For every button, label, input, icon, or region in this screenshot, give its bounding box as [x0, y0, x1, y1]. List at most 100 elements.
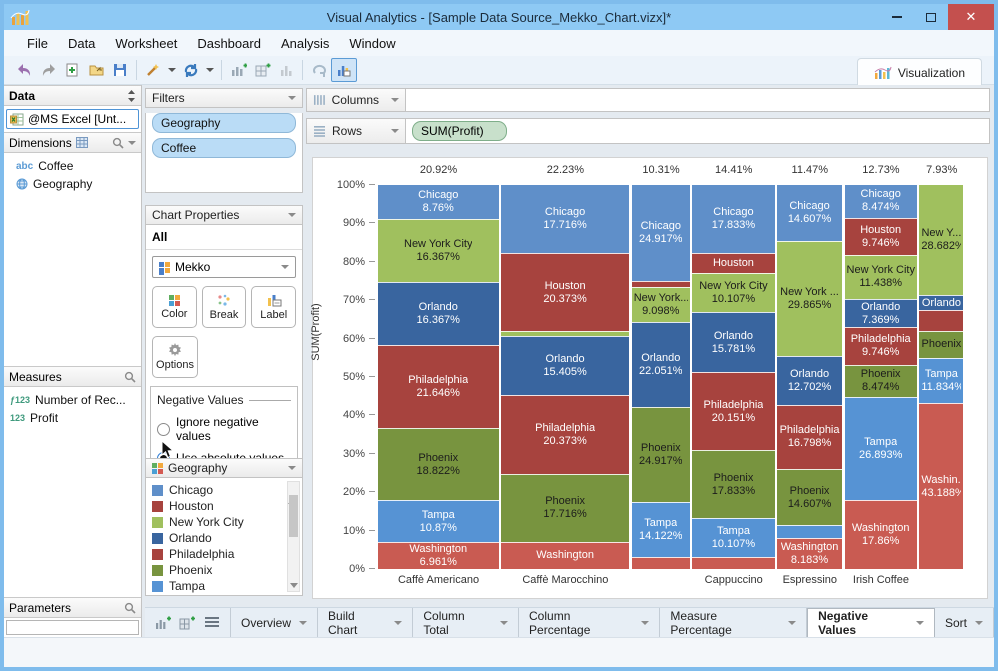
rows-pill-sum-profit[interactable]: SUM(Profit)	[412, 121, 507, 141]
legend-item-houston[interactable]: Houston	[152, 498, 284, 514]
mekko-segment-orlando[interactable]: Orlando 15.405%	[501, 336, 630, 396]
mekko-segment-chicago[interactable]: Chicago 8.76%	[378, 185, 499, 219]
mekko-segment-washington[interactable]: Washington	[501, 541, 630, 569]
mekko-segment-new-york-city[interactable]: New York ... 29.865%	[777, 241, 842, 356]
menu-file[interactable]: File	[27, 35, 48, 51]
collapse-icon[interactable]	[288, 213, 296, 217]
options-button[interactable]: Options	[152, 336, 198, 378]
visualization-tab[interactable]: Visualization	[856, 58, 982, 86]
columns-shelf-label[interactable]: Columns	[306, 88, 406, 112]
filter-pill-geography[interactable]: Geography	[152, 113, 296, 133]
mekko-segment-chicago[interactable]: Chicago 24.917%	[631, 185, 690, 281]
mekko-segment-washington[interactable]: Washington 8.183%	[777, 537, 842, 569]
search-icon[interactable]	[124, 371, 136, 383]
mekko-segment-orlando[interactable]: Orlando 12.702%	[777, 355, 842, 405]
radio-option-ignore-negative-values[interactable]: Ignore negative values	[157, 415, 291, 443]
mekko-segment-washington[interactable]: Washington 17.86%	[844, 500, 917, 569]
rotate-icon[interactable]	[308, 59, 330, 81]
chevron-down-icon[interactable]	[128, 140, 136, 145]
tab-column-percentage[interactable]: Column Percentage	[519, 608, 661, 637]
mekko-segment-phoenix[interactable]: Phoenix 17.716%	[501, 473, 630, 542]
mekko-segment-houston[interactable]	[631, 280, 690, 288]
menu-analysis[interactable]: Analysis	[280, 35, 330, 51]
table-icon[interactable]	[75, 137, 88, 148]
tab-column-total[interactable]: Column Total	[413, 608, 520, 637]
mekko-segment-tampa[interactable]: Tampa 10.107%	[692, 518, 775, 558]
mekko-segment-philadelphia[interactable]: Philadelphia 16.798%	[777, 404, 842, 470]
mekko-segment-tampa[interactable]: Tampa 11.834%	[919, 357, 964, 404]
mekko-segment-phoenix[interactable]: Phoenix	[919, 330, 964, 358]
legend-item-philadelphia[interactable]: Philadelphia	[152, 546, 284, 562]
mekko-segment-tampa[interactable]: Tampa 14.122%	[631, 502, 690, 557]
tab-measure-percentage[interactable]: Measure Percentage	[660, 608, 808, 637]
sort-arrows-icon[interactable]	[127, 89, 136, 102]
chevron-down-icon[interactable]	[975, 620, 983, 625]
mekko-segment-new-york-city[interactable]	[501, 331, 630, 337]
chart-properties-header[interactable]: Chart Properties	[145, 205, 303, 225]
mekko-segment-tampa[interactable]: Tampa 26.893%	[844, 397, 917, 501]
mekko-segment-philadelphia[interactable]: Philadelphia 20.373%	[501, 395, 630, 474]
new-worksheet-icon[interactable]	[155, 615, 171, 630]
maximize-button[interactable]	[914, 4, 948, 30]
measure-number-of-rec[interactable]: ƒ123 Number of Rec...	[8, 391, 137, 409]
legend-item-chicago[interactable]: Chicago	[152, 482, 284, 498]
filter-pill-coffee[interactable]: Coffee	[152, 138, 296, 158]
data-source-item[interactable]: @MS Excel [Unt...	[6, 109, 139, 129]
mekko-segment-washington[interactable]	[692, 557, 775, 569]
scrollbar-thumb[interactable]	[289, 495, 298, 537]
mekko-segment-philadelphia[interactable]	[919, 310, 964, 331]
dimension-coffee[interactable]: abc Coffee	[8, 157, 137, 175]
tab-negative-values[interactable]: Negative Values	[807, 608, 935, 637]
filters-header[interactable]: Filters	[145, 88, 303, 108]
mekko-segment-new-york-city[interactable]: New York... 9.098%	[631, 287, 690, 323]
undo-icon[interactable]	[13, 59, 35, 81]
mekko-chart-canvas[interactable]: SUM(Profit) 0% 10% 20% 30% 40% 50% 60% 70% 80% 90…	[310, 157, 988, 599]
mekko-segment-phoenix[interactable]: Phoenix 18.822%	[378, 427, 499, 501]
parameters-header[interactable]: Parameters	[4, 597, 141, 618]
mekko-segment-houston[interactable]: Houston 20.373%	[501, 253, 630, 332]
search-icon[interactable]	[112, 137, 124, 149]
minimize-button[interactable]	[880, 4, 914, 30]
mekko-segment-orlando[interactable]: Orlando 16.367%	[378, 281, 499, 345]
add-crosstab-icon[interactable]	[251, 59, 273, 81]
mekko-segment-phoenix[interactable]: Phoenix 17.833%	[692, 449, 775, 519]
tab-build-chart[interactable]: Build Chart	[318, 608, 414, 637]
chevron-down-icon[interactable]	[915, 621, 924, 625]
mekko-segment-chicago[interactable]: Chicago 14.607%	[777, 185, 842, 242]
menu-data[interactable]: Data	[67, 35, 96, 51]
mekko-segment-philadelphia[interactable]: Philadelphia 21.646%	[378, 344, 499, 428]
color-button[interactable]: Color	[152, 286, 197, 328]
format-wand-caret-icon[interactable]	[168, 68, 176, 72]
tab-sort[interactable]: Sort	[935, 608, 994, 637]
refresh-icon[interactable]	[180, 59, 202, 81]
mekko-segment-phoenix[interactable]: Phoenix 14.607%	[777, 469, 842, 526]
chart-panel-toggle-button[interactable]	[331, 58, 357, 82]
refresh-caret-icon[interactable]	[206, 68, 214, 72]
format-wand-icon[interactable]	[142, 59, 164, 81]
redo-icon[interactable]	[37, 59, 59, 81]
mekko-segment-washington[interactable]: Washington 6.961%	[378, 542, 499, 569]
break-button[interactable]: Break	[201, 286, 247, 328]
chevron-down-icon[interactable]	[288, 466, 296, 470]
mekko-segment-new-york-city[interactable]: New Y... 28.682%	[919, 185, 964, 296]
save-icon[interactable]	[109, 59, 131, 81]
mekko-segment-washington[interactable]	[631, 556, 690, 569]
label-button[interactable]: Label	[251, 286, 297, 328]
rows-shelf-label[interactable]: Rows	[306, 118, 406, 144]
mekko-segment-tampa[interactable]	[777, 525, 842, 538]
mekko-segment-phoenix[interactable]: Phoenix 8.474%	[844, 364, 917, 398]
mekko-segment-orlando[interactable]: Orlando	[919, 295, 964, 311]
rows-field[interactable]: SUM(Profit)	[406, 118, 990, 144]
mekko-segment-chicago[interactable]: Chicago 17.716%	[501, 185, 630, 254]
chevron-down-icon[interactable]	[788, 620, 797, 625]
mekko-segment-orlando[interactable]: Orlando 22.051%	[631, 322, 690, 407]
mekko-segment-chicago[interactable]: Chicago 8.474%	[844, 185, 917, 218]
mekko-segment-washington[interactable]: Washin...43.188%	[919, 403, 964, 569]
mekko-segment-phoenix[interactable]: Phoenix 24.917%	[631, 406, 690, 503]
chevron-down-icon[interactable]	[391, 98, 399, 102]
tab-overview[interactable]: Overview	[231, 608, 319, 637]
mekko-segment-new-york-city[interactable]: New York City 16.367%	[378, 218, 499, 282]
mekko-segment-orlando[interactable]: Orlando 7.369%	[844, 298, 917, 328]
mekko-segment-tampa[interactable]: Tampa 10.87%	[378, 500, 499, 543]
dimension-geography[interactable]: Geography	[8, 175, 137, 193]
